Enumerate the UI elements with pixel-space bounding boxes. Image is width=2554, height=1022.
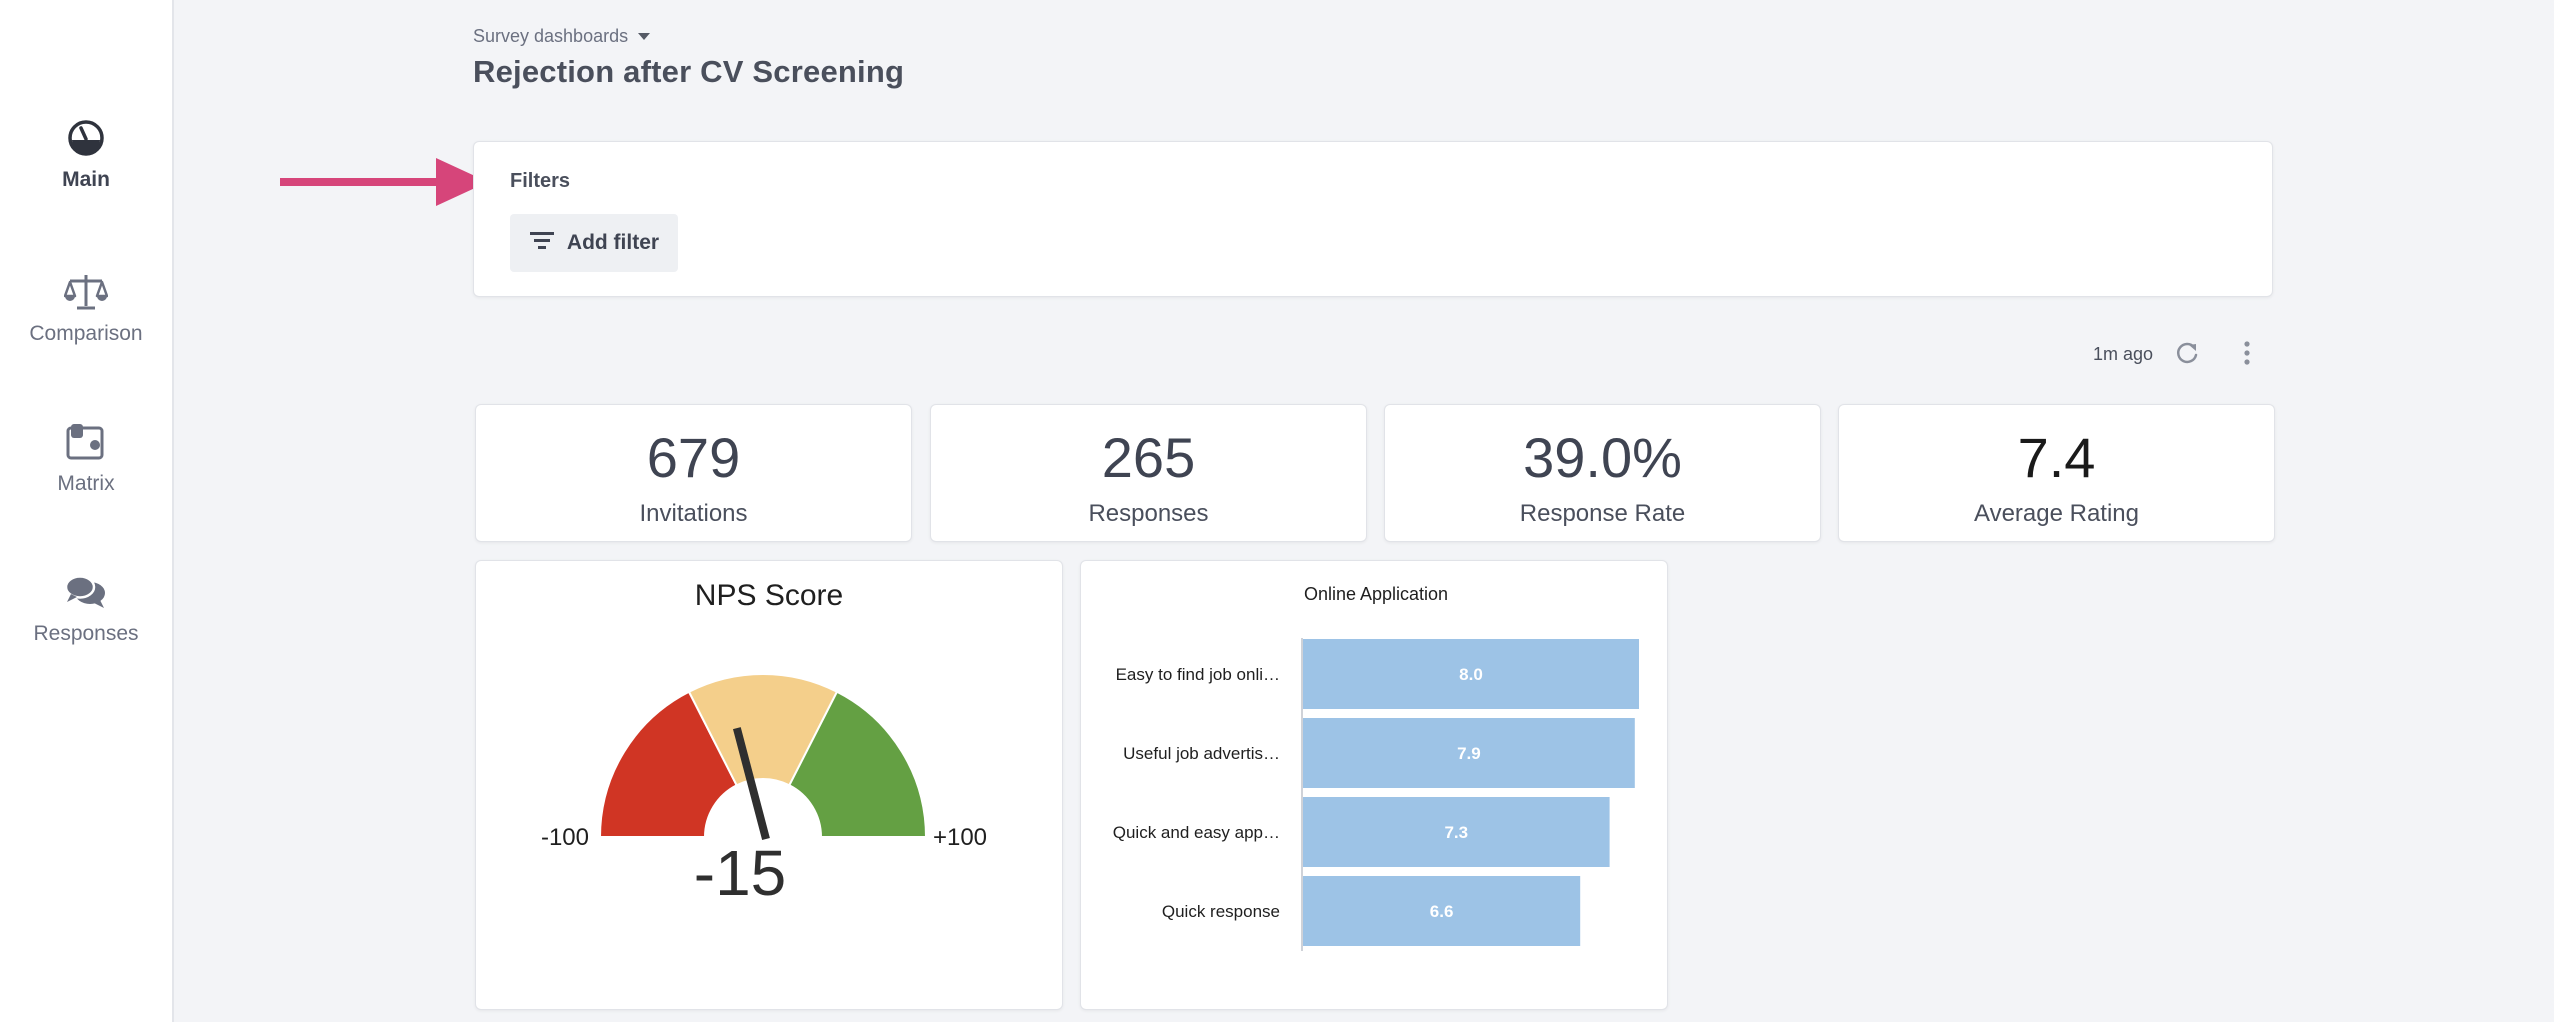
nps-score-card: NPS Score -100 +100 -15	[475, 560, 1063, 1010]
filter-lines-icon	[529, 230, 555, 256]
bar-0	[1303, 639, 1639, 709]
nps-gauge-chart: -100 +100 -15	[541, 673, 987, 909]
more-options-icon[interactable]	[2232, 338, 2262, 368]
gauge-needle	[732, 727, 770, 841]
sidebar-item-main[interactable]: Main	[0, 116, 172, 192]
bar-category-label: Quick and easy app…	[1113, 823, 1280, 842]
filters-panel: Filters Add filter	[473, 141, 2273, 297]
sidebar-item-label: Main	[62, 168, 110, 191]
sidebar-item-matrix[interactable]: Matrix	[0, 420, 172, 496]
kpi-card-responses: 265 Responses	[930, 404, 1367, 542]
last-updated-text: 1m ago	[2093, 344, 2154, 364]
kpi-value: 7.4	[2017, 426, 2096, 489]
gauge-max-label: +100	[933, 824, 987, 851]
matrix-icon	[64, 420, 108, 464]
online-application-card: Online Application 8.0 Easy to find job o…	[1080, 560, 1668, 1010]
add-filter-button[interactable]: Add filter	[510, 214, 678, 272]
scale-icon	[64, 270, 108, 314]
bar-value-label: 7.3	[1444, 823, 1468, 842]
sidebar-item-label: Comparison	[29, 322, 143, 345]
gauge-min-label: -100	[541, 824, 589, 851]
bar-category-label: Useful job advertis…	[1123, 744, 1280, 763]
gauge-band-0	[598, 690, 739, 838]
add-filter-label: Add filter	[566, 231, 660, 254]
bar-value-label: 8.0	[1459, 665, 1483, 684]
bar-value-label: 7.9	[1457, 744, 1481, 763]
sidebar-item-comparison[interactable]: Comparison	[0, 270, 172, 346]
kpi-card-response-rate: 39.0% Response Rate	[1384, 404, 1821, 542]
sidebar: Main Comparison Matrix	[0, 0, 174, 1022]
bar-2	[1303, 797, 1610, 867]
bar-category-label: Quick response	[1162, 902, 1280, 921]
kpi-card-invitations: 679 Invitations	[475, 404, 912, 542]
annotation-arrow-icon	[280, 158, 488, 206]
bar-3	[1303, 876, 1581, 946]
sidebar-item-label: Responses	[33, 622, 139, 645]
kpi-label: Response Rate	[1519, 500, 1686, 527]
filters-title: Filters	[510, 170, 571, 192]
sidebar-item-responses[interactable]: Responses	[0, 570, 172, 646]
gauge-value-label: -15	[694, 837, 787, 909]
bar-category-label: Easy to find job onli…	[1116, 665, 1280, 684]
kpi-value: 679	[646, 426, 741, 489]
gauge-band-2	[787, 690, 928, 838]
caret-down-icon	[638, 33, 651, 40]
kpi-label: Responses	[1088, 500, 1209, 527]
breadcrumb-label: Survey dashboards	[473, 26, 629, 46]
kpi-label: Average Rating	[1974, 500, 2139, 527]
kpi-value: 39.0%	[1523, 426, 1682, 489]
bar-value-label: 6.6	[1430, 902, 1454, 921]
bar-chart-title: Online Application	[1304, 584, 1448, 604]
nps-title: NPS Score	[694, 579, 844, 612]
breadcrumb-dropdown[interactable]: Survey dashboards	[473, 26, 651, 47]
sidebar-item-label: Matrix	[57, 472, 115, 495]
chat-bubbles-icon	[64, 570, 108, 614]
online-application-bar-chart: Online Application 8.0 Easy to find job o…	[1113, 584, 1639, 951]
kpi-label: Invitations	[639, 500, 748, 527]
kpi-card-average-rating: 7.4 Average Rating	[1838, 404, 2275, 542]
dashboard-gauge-icon	[64, 116, 108, 160]
kpi-value: 265	[1101, 426, 1196, 489]
page-title: Rejection after CV Screening	[473, 54, 905, 89]
bar-1	[1303, 718, 1635, 788]
refresh-icon[interactable]	[2172, 338, 2202, 368]
